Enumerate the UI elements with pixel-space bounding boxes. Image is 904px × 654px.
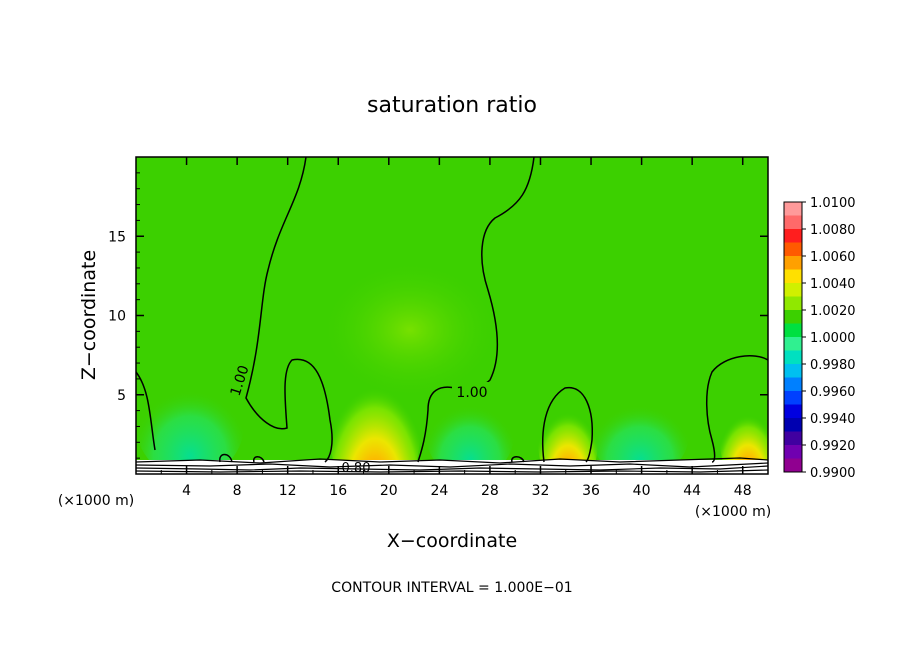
colorbar-swatch xyxy=(784,296,802,311)
colorbar-swatch xyxy=(784,445,802,459)
x-tick-label: 24 xyxy=(430,483,448,499)
contour-interval-note: CONTOUR INTERVAL = 1.000E−01 xyxy=(331,580,572,596)
cool-region-mid xyxy=(425,380,515,474)
contour-label-2: 1.00 xyxy=(456,385,487,401)
x-tick-label: 48 xyxy=(734,483,752,499)
colorbar-swatch xyxy=(784,364,802,378)
colorbar-swatch xyxy=(784,391,802,405)
surface-contour-1 xyxy=(136,457,768,464)
colorbar-swatch xyxy=(784,337,802,351)
colorbar-swatch xyxy=(784,256,802,270)
contour-bump-34km xyxy=(541,386,594,463)
colorbar-label: 0.9940 xyxy=(810,412,856,427)
x-unit-left: (×1000 m) xyxy=(58,493,134,509)
colorbar-swatch xyxy=(784,404,802,419)
surface-contour-2 xyxy=(136,462,768,468)
colorbar-label: 1.0060 xyxy=(810,250,856,265)
x-axis-ticks: 4 8 12 16 20 24 28 32 36 40 44 48 xyxy=(160,157,752,499)
colorbar-swatch xyxy=(784,242,802,257)
contour-small-loop-3 xyxy=(511,456,525,463)
contour-left-edge xyxy=(136,371,156,451)
colorbar-label: 1.0000 xyxy=(810,331,856,346)
colorbar-swatch xyxy=(784,215,802,230)
colorbar-swatch xyxy=(784,323,802,338)
x-tick-label: 28 xyxy=(481,483,499,499)
plot-area xyxy=(136,157,768,474)
contour-label-bg-2 xyxy=(452,382,492,400)
x-tick-label: 12 xyxy=(279,483,297,499)
colorbar-swatch xyxy=(784,229,802,243)
x-tick-label: 36 xyxy=(582,483,600,499)
hot-spot-48km xyxy=(720,390,768,474)
x-tick-label: 16 xyxy=(329,483,347,499)
contour-small-loop-1 xyxy=(219,453,233,463)
y-tick-label: 5 xyxy=(117,388,126,404)
colorbar-swatch xyxy=(784,269,802,284)
colorbar-label: 0.9900 xyxy=(810,466,856,481)
colorbar: 1.0100 1.0080 1.0060 1.0040 1.0020 1.0000 0.99… xyxy=(783,196,856,481)
contour-center-tongue xyxy=(417,157,535,463)
y-axis-label: Z−coordinate xyxy=(78,250,100,380)
contour-lines xyxy=(136,157,768,463)
colorbar-swatch xyxy=(784,283,802,297)
contour-left-tongue xyxy=(245,157,333,463)
y-axis-ticks: 5 10 15 xyxy=(108,172,768,459)
x-tick-label: 40 xyxy=(633,483,651,499)
surface-contour-4 xyxy=(136,469,768,473)
hot-spot-20km xyxy=(330,345,420,474)
cool-region-left xyxy=(136,360,245,474)
x-axis-label: X−coordinate xyxy=(387,530,517,552)
surface-contours xyxy=(136,457,768,473)
colorbar-swatch xyxy=(784,310,802,324)
hot-spot-34km xyxy=(538,385,598,474)
x-tick-label: 20 xyxy=(380,483,398,499)
colorbar-label: 0.9980 xyxy=(810,358,856,373)
x-unit-right: (×1000 m) xyxy=(695,504,771,520)
colorbar-label: 1.0020 xyxy=(810,304,856,319)
contour-small-loop-2 xyxy=(253,456,265,463)
contour-right-tongue xyxy=(705,355,768,463)
surface-contour-3 xyxy=(136,465,768,471)
colorbar-label: 1.0040 xyxy=(810,277,856,292)
colorbar-label: 1.0080 xyxy=(810,223,856,238)
contour-label-3: 0.80 xyxy=(342,461,371,476)
colorbar-label: 0.9960 xyxy=(810,385,856,400)
colorbar-swatch xyxy=(784,458,802,473)
y-tick-label: 10 xyxy=(108,309,126,325)
colorbar-swatch xyxy=(784,377,802,392)
x-tick-label: 44 xyxy=(683,483,701,499)
y-tick-label: 15 xyxy=(108,229,126,245)
colorbar-swatch xyxy=(784,431,802,446)
x-tick-label: 8 xyxy=(233,483,242,499)
cool-region-right xyxy=(590,380,690,474)
colorbar-label: 0.9920 xyxy=(810,439,856,454)
colorbar-swatch xyxy=(784,350,802,365)
colorbar-swatch xyxy=(784,418,802,432)
x-tick-label: 32 xyxy=(532,483,550,499)
x-tick-label: 4 xyxy=(182,483,191,499)
colorbar-label: 1.0100 xyxy=(810,196,856,211)
chart-title: saturation ratio xyxy=(367,93,537,118)
colorbar-swatch xyxy=(784,202,802,216)
